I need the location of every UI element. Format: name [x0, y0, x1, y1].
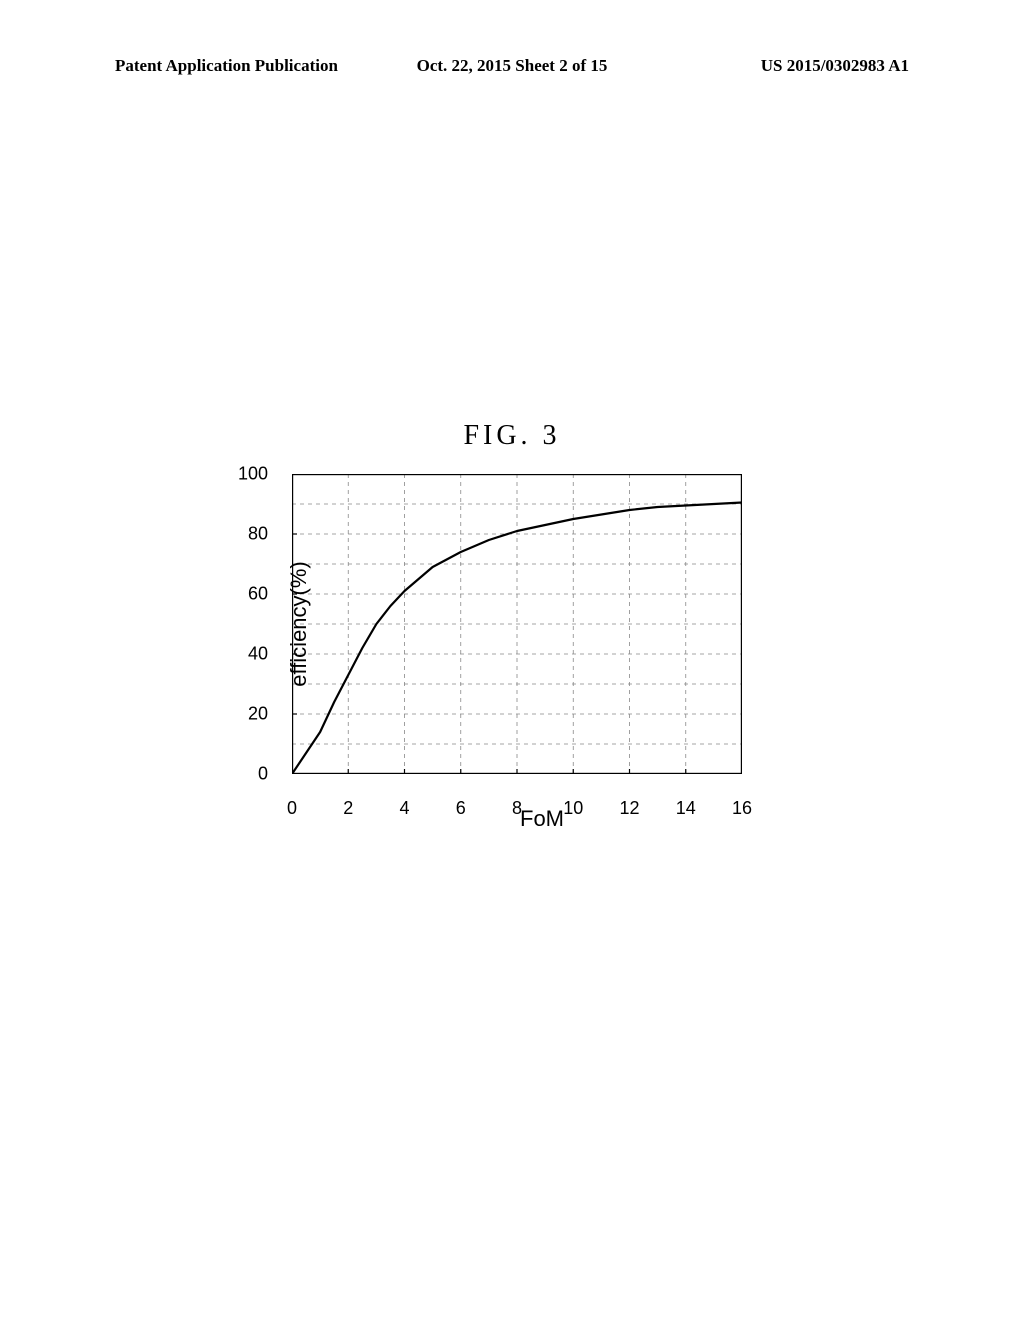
- page-header: Patent Application Publication Oct. 22, …: [0, 56, 1024, 76]
- header-center: Oct. 22, 2015 Sheet 2 of 15: [380, 56, 645, 76]
- xtick-label: 2: [343, 798, 353, 819]
- xtick-label: 0: [287, 798, 297, 819]
- xtick-label: 14: [676, 798, 696, 819]
- ytick-label: 60: [248, 584, 268, 605]
- chart-ylabel: efficiency(%): [286, 561, 312, 687]
- xtick-label: 10: [563, 798, 583, 819]
- ytick-label: 100: [238, 464, 268, 485]
- chart-xlabel: FoM: [292, 806, 792, 832]
- xtick-label: 6: [456, 798, 466, 819]
- ytick-label: 40: [248, 644, 268, 665]
- figure-container: FIG. 3 efficiency(%) 020406080100 024681…: [232, 420, 792, 832]
- chart-svg: [292, 474, 742, 774]
- ytick-label: 0: [258, 764, 268, 785]
- ytick-label: 20: [248, 704, 268, 725]
- ytick-label: 80: [248, 524, 268, 545]
- xtick-label: 12: [619, 798, 639, 819]
- figure-title: FIG. 3: [232, 420, 792, 452]
- xtick-label: 8: [512, 798, 522, 819]
- chart-wrapper: efficiency(%) 020406080100 0246810121416: [292, 474, 792, 774]
- header-right: US 2015/0302983 A1: [644, 56, 909, 76]
- header-left: Patent Application Publication: [115, 56, 380, 76]
- xtick-label: 16: [732, 798, 752, 819]
- xtick-label: 4: [399, 798, 409, 819]
